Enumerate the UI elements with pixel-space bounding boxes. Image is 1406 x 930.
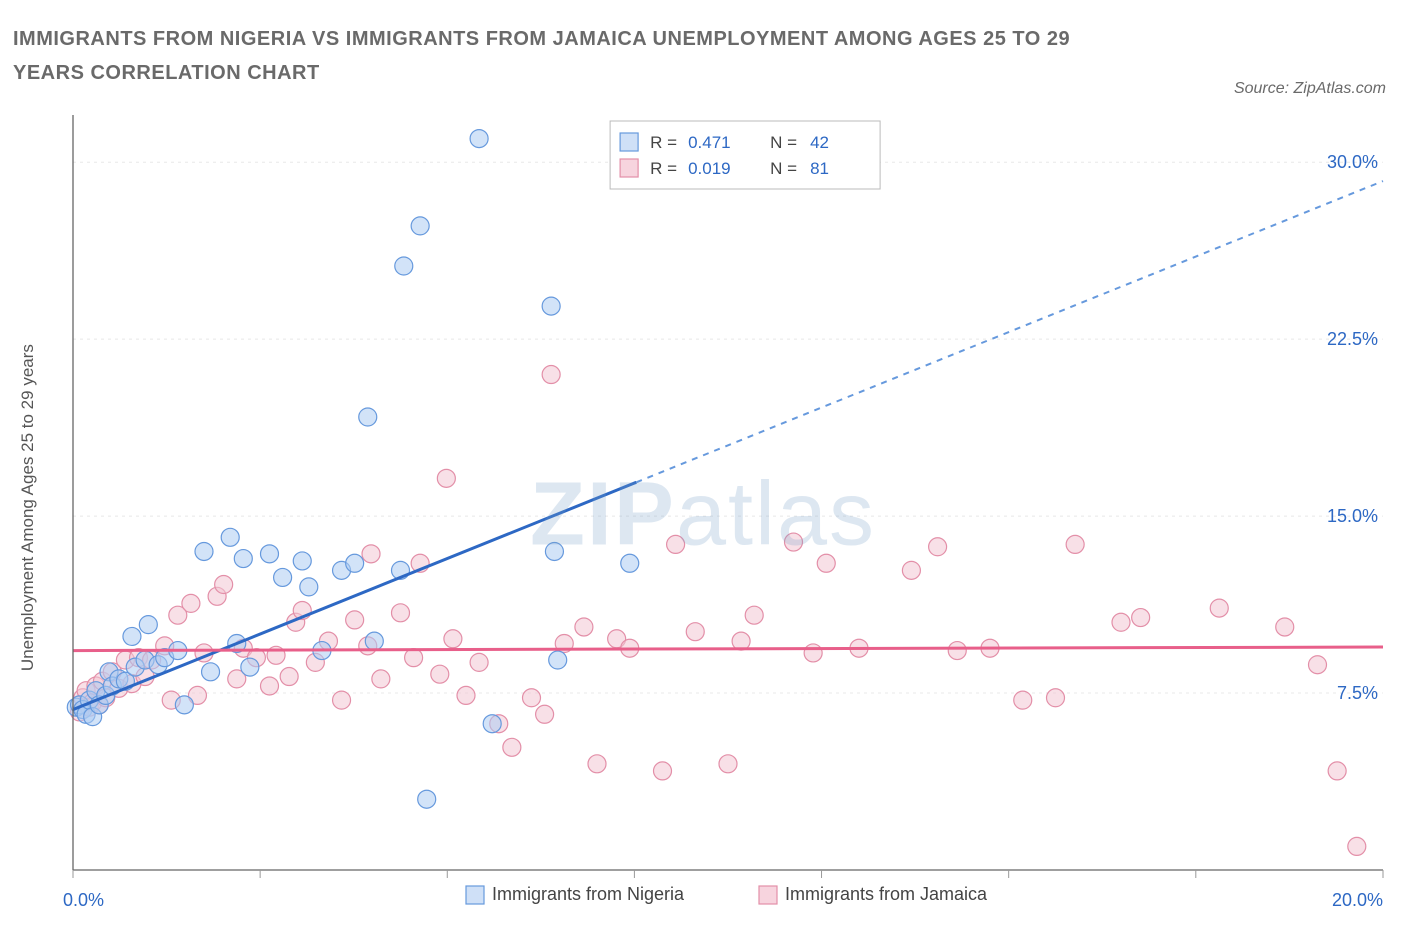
legend-n-label: N = bbox=[770, 159, 797, 178]
jamaica-point bbox=[405, 649, 423, 667]
nigeria-point bbox=[542, 297, 560, 315]
jamaica-point bbox=[575, 618, 593, 636]
jamaica-point bbox=[1309, 656, 1327, 674]
jamaica-point bbox=[1348, 837, 1366, 855]
nigeria-point bbox=[234, 550, 252, 568]
jamaica-point bbox=[346, 611, 364, 629]
jamaica-point bbox=[542, 366, 560, 384]
jamaica-point bbox=[437, 469, 455, 487]
jamaica-point bbox=[431, 665, 449, 683]
bottom-legend-label: Immigrants from Jamaica bbox=[785, 884, 988, 904]
y-tick-label: 30.0% bbox=[1327, 152, 1378, 172]
nigeria-point bbox=[346, 554, 364, 572]
jamaica-point bbox=[182, 594, 200, 612]
jamaica-point bbox=[1047, 689, 1065, 707]
jamaica-point bbox=[1132, 609, 1150, 627]
jamaica-point bbox=[719, 755, 737, 773]
source-label: Source: ZipAtlas.com bbox=[1234, 80, 1386, 98]
nigeria-point bbox=[545, 542, 563, 560]
legend-n-value: 42 bbox=[810, 133, 829, 152]
jamaica-point bbox=[457, 686, 475, 704]
jamaica-point bbox=[1014, 691, 1032, 709]
jamaica-point bbox=[280, 668, 298, 686]
jamaica-point bbox=[444, 630, 462, 648]
jamaica-point bbox=[392, 604, 410, 622]
y-axis-title: Unemployment Among Ages 25 to 29 years bbox=[18, 344, 37, 671]
y-tick-label: 7.5% bbox=[1337, 683, 1378, 703]
jamaica-point bbox=[523, 689, 541, 707]
jamaica-point bbox=[1276, 618, 1294, 636]
nigeria-point bbox=[175, 696, 193, 714]
jamaica-point bbox=[536, 705, 554, 723]
y-tick-label: 15.0% bbox=[1327, 506, 1378, 526]
nigeria-point bbox=[411, 217, 429, 235]
jamaica-point bbox=[654, 762, 672, 780]
bottom-legend-label: Immigrants from Nigeria bbox=[492, 884, 685, 904]
legend-box bbox=[610, 121, 880, 189]
legend-r-value: 0.019 bbox=[688, 159, 731, 178]
jamaica-point bbox=[804, 644, 822, 662]
nigeria-point bbox=[195, 542, 213, 560]
nigeria-point bbox=[274, 568, 292, 586]
legend-r-value: 0.471 bbox=[688, 133, 731, 152]
nigeria-point bbox=[395, 257, 413, 275]
nigeria-point bbox=[202, 663, 220, 681]
jamaica-point bbox=[902, 561, 920, 579]
jamaica-point bbox=[1066, 535, 1084, 553]
nigeria-point bbox=[293, 552, 311, 570]
jamaica-point bbox=[1112, 613, 1130, 631]
jamaica-point bbox=[215, 576, 233, 594]
x-tick-label: 20.0% bbox=[1332, 890, 1383, 910]
legend-r-label: R = bbox=[650, 133, 677, 152]
jamaica-point bbox=[667, 535, 685, 553]
jamaica-point bbox=[333, 691, 351, 709]
nigeria-point bbox=[221, 528, 239, 546]
nigeria-point bbox=[621, 554, 639, 572]
legend-r-label: R = bbox=[650, 159, 677, 178]
jamaica-point bbox=[817, 554, 835, 572]
legend-swatch bbox=[620, 159, 638, 177]
jamaica-point bbox=[686, 623, 704, 641]
jamaica-point bbox=[1328, 762, 1346, 780]
nigeria-trend-extrapolated bbox=[636, 181, 1383, 482]
jamaica-point bbox=[588, 755, 606, 773]
jamaica-point bbox=[785, 533, 803, 551]
bottom-legend-swatch bbox=[466, 886, 484, 904]
legend-n-label: N = bbox=[770, 133, 797, 152]
nigeria-point bbox=[483, 715, 501, 733]
legend-swatch bbox=[620, 133, 638, 151]
nigeria-point bbox=[241, 658, 259, 676]
nigeria-point bbox=[470, 130, 488, 148]
nigeria-point bbox=[261, 545, 279, 563]
chart-title: IMMIGRANTS FROM NIGERIA VS IMMIGRANTS FR… bbox=[13, 22, 1113, 90]
jamaica-point bbox=[745, 606, 763, 624]
nigeria-point bbox=[359, 408, 377, 426]
chart-container: 7.5% 15.0% 22.5% 30.0% 0.0% 20.0% Unemployment… bbox=[13, 115, 1393, 915]
nigeria-point bbox=[139, 616, 157, 634]
x-tick-label: 0.0% bbox=[63, 890, 104, 910]
jamaica-point bbox=[470, 653, 488, 671]
jamaica-point bbox=[261, 677, 279, 695]
bottom-legend-swatch bbox=[759, 886, 777, 904]
nigeria-point bbox=[300, 578, 318, 596]
scatter-chart: 7.5% 15.0% 22.5% 30.0% 0.0% 20.0% Unemployment… bbox=[13, 115, 1393, 915]
jamaica-point bbox=[1210, 599, 1228, 617]
nigeria-point bbox=[123, 627, 141, 645]
jamaica-point bbox=[929, 538, 947, 556]
legend-n-value: 81 bbox=[810, 159, 829, 178]
y-tick-label: 22.5% bbox=[1327, 329, 1378, 349]
jamaica-point bbox=[372, 670, 390, 688]
nigeria-point bbox=[549, 651, 567, 669]
jamaica-trend bbox=[73, 647, 1383, 651]
jamaica-point bbox=[948, 642, 966, 660]
nigeria-point bbox=[365, 632, 383, 650]
jamaica-point bbox=[362, 545, 380, 563]
jamaica-point bbox=[503, 738, 521, 756]
nigeria-point bbox=[418, 790, 436, 808]
